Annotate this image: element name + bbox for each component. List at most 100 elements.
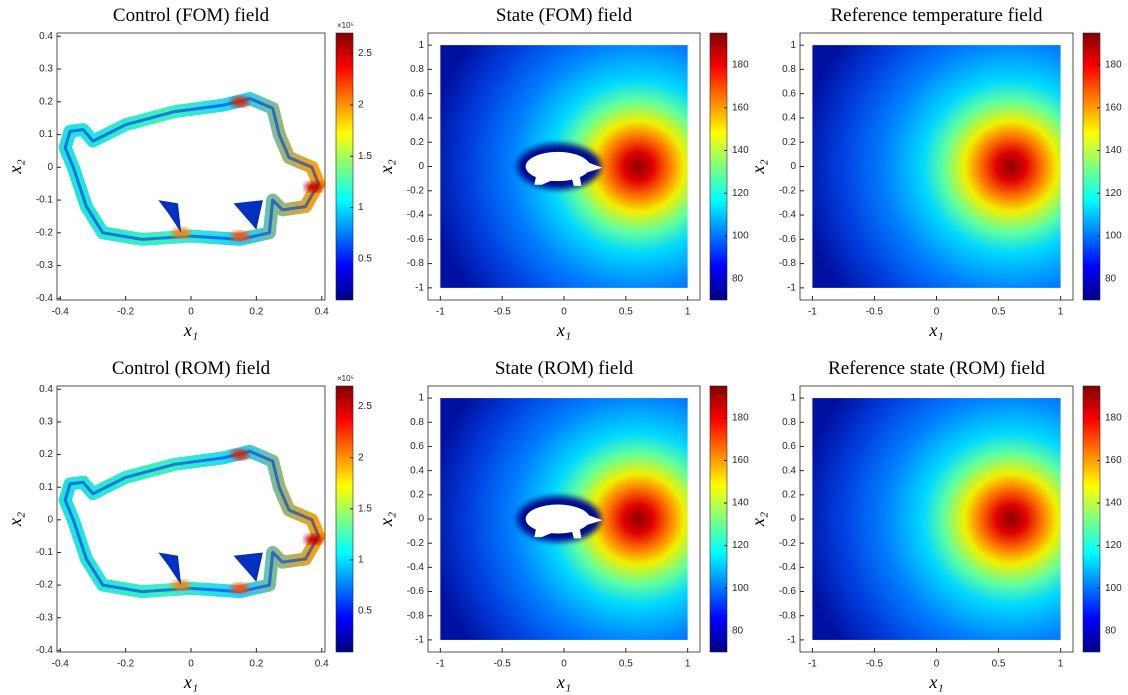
y-tick-label: 0 — [47, 514, 53, 525]
y-tick-label: 0.4 — [410, 113, 424, 124]
x-tick-label: 0 — [561, 659, 567, 670]
y-tick-label: 0 — [790, 514, 796, 525]
y-tick-label: 0.8 — [410, 417, 424, 428]
panel: -1 -0.5 0 0.5 1 -1 -0.8 -0.6 -0.4 -0.2 0 0.2 0.4 0.6 0… — [376, 358, 749, 692]
boar-snout — [582, 512, 603, 527]
x-tick-label: -0.5 — [494, 659, 512, 670]
y-tick-label: 0.6 — [782, 88, 796, 99]
y-axis-label: x₂ — [376, 159, 396, 174]
x-axis-label: x₁ — [928, 672, 943, 692]
y-tick-label: -0.6 — [407, 234, 425, 245]
y-tick-label: 0.8 — [782, 64, 796, 75]
colorbar-tick-label: 0.5 — [358, 254, 372, 265]
y-tick-label: -0.1 — [36, 547, 54, 558]
x-tick-label: -1 — [436, 307, 445, 318]
x-axis-label: x₁ — [183, 320, 198, 340]
panel-title: Reference temperature field — [830, 5, 1043, 26]
y-tick-label: -0.2 — [779, 185, 797, 196]
colorbar-tick-label: 80 — [1105, 625, 1117, 636]
x-tick-label: -0.5 — [866, 307, 884, 318]
y-tick-label: 0.3 — [39, 417, 53, 428]
x-axis-label: x₁ — [556, 672, 571, 692]
y-axis-label: x₂ — [5, 512, 25, 527]
y-tick-label: 0.3 — [39, 64, 53, 75]
x-tick-label: 0.4 — [315, 307, 329, 318]
y-tick-label: -0.4 — [779, 210, 797, 221]
y-tick-label: 0.8 — [782, 417, 796, 428]
x-tick-label: 0 — [188, 659, 194, 670]
y-tick-label: -0.2 — [779, 538, 797, 549]
x-tick-label: 1 — [685, 659, 691, 670]
y-tick-label: 1 — [790, 40, 796, 51]
x-tick-label: -0.2 — [117, 307, 135, 318]
boar-leg — [158, 200, 182, 233]
panel-title: Reference state (ROM) field — [828, 358, 1045, 379]
colorbar-tick-label: 120 — [1105, 188, 1122, 199]
y-tick-label: -1 — [415, 635, 424, 646]
colorbar-tick-label: 100 — [1105, 583, 1122, 594]
colorbar — [709, 385, 728, 653]
y-tick-label: -1 — [787, 283, 796, 294]
y-tick-label: 0.6 — [782, 441, 796, 452]
colorbar-tick-label: 140 — [1105, 498, 1122, 509]
control-hotspot — [231, 231, 250, 242]
colorbar — [1082, 32, 1101, 301]
y-tick-label: -0.4 — [36, 645, 54, 656]
colorbar-tick-label: 2 — [358, 100, 364, 111]
boar-legs — [534, 522, 582, 539]
x-tick-label: 0.5 — [992, 659, 1006, 670]
y-tick-label: 0.6 — [410, 88, 424, 99]
field — [812, 398, 1061, 640]
colorbar-tick-label: 140 — [732, 145, 749, 156]
x-tick-label: 0 — [561, 307, 567, 318]
colorbar — [709, 32, 728, 301]
x-tick-label: -0.5 — [866, 659, 884, 670]
colorbar-tick-label: 160 — [1105, 455, 1122, 466]
y-tick-label: 0.2 — [410, 489, 424, 500]
y-tick-label: -0.1 — [36, 195, 54, 206]
x-tick-label: -1 — [808, 307, 817, 318]
y-axis-label: x₂ — [748, 512, 768, 527]
y-tick-label: 0 — [418, 161, 424, 172]
y-tick-label: 0.4 — [782, 465, 796, 476]
colorbar — [335, 32, 354, 301]
y-tick-label: 1 — [418, 393, 424, 404]
y-tick-label: -1 — [415, 283, 424, 294]
x-axis-label: x₁ — [928, 320, 943, 340]
x-tick-label: -0.5 — [494, 307, 512, 318]
y-tick-label: 0.2 — [782, 489, 796, 500]
x-tick-label: 0 — [934, 307, 940, 318]
y-tick-label: 0 — [418, 514, 424, 525]
y-tick-label: -0.8 — [407, 258, 425, 269]
y-tick-label: -0.2 — [407, 185, 425, 196]
y-tick-label: 1 — [418, 40, 424, 51]
x-tick-label: -0.4 — [52, 307, 70, 318]
x-tick-label: 1 — [685, 307, 691, 318]
colorbar-tick-label: 180 — [1105, 60, 1122, 71]
colorbar-tick-label: 0.5 — [358, 606, 372, 617]
boar-leg — [233, 200, 263, 230]
control-hotspot — [304, 181, 323, 192]
y-tick-label: 0.8 — [410, 64, 424, 75]
panel-title: State (FOM) field — [496, 5, 633, 26]
y-tick-label: -0.4 — [36, 293, 54, 304]
colorbar-tick-label: 120 — [732, 188, 749, 199]
colorbar-tick-label: 100 — [732, 583, 749, 594]
y-tick-label: 0.4 — [782, 113, 796, 124]
control-inner-edge — [63, 97, 320, 241]
y-tick-label: -0.2 — [36, 227, 54, 238]
plot-area — [57, 386, 325, 652]
colorbar-scale: ×10⁵ — [337, 374, 354, 383]
y-tick-label: 0 — [47, 162, 53, 173]
colorbar-tick-label: 2 — [358, 452, 364, 463]
panel: -0.4 -0.2 0 0.2 0.4 -0.4 -0.3 -0.2 -0.1 0 0.1 0.2 0.… — [5, 358, 372, 692]
y-axis-label: x₂ — [376, 512, 396, 527]
y-tick-label: 0.4 — [39, 31, 53, 42]
boar-leg — [158, 552, 182, 586]
x-tick-label: 1 — [1058, 659, 1064, 670]
y-tick-label: -0.8 — [407, 610, 425, 621]
control-inner-edge — [63, 449, 320, 594]
panel-title: State (ROM) field — [495, 358, 634, 379]
y-tick-label: 0.2 — [782, 137, 796, 148]
